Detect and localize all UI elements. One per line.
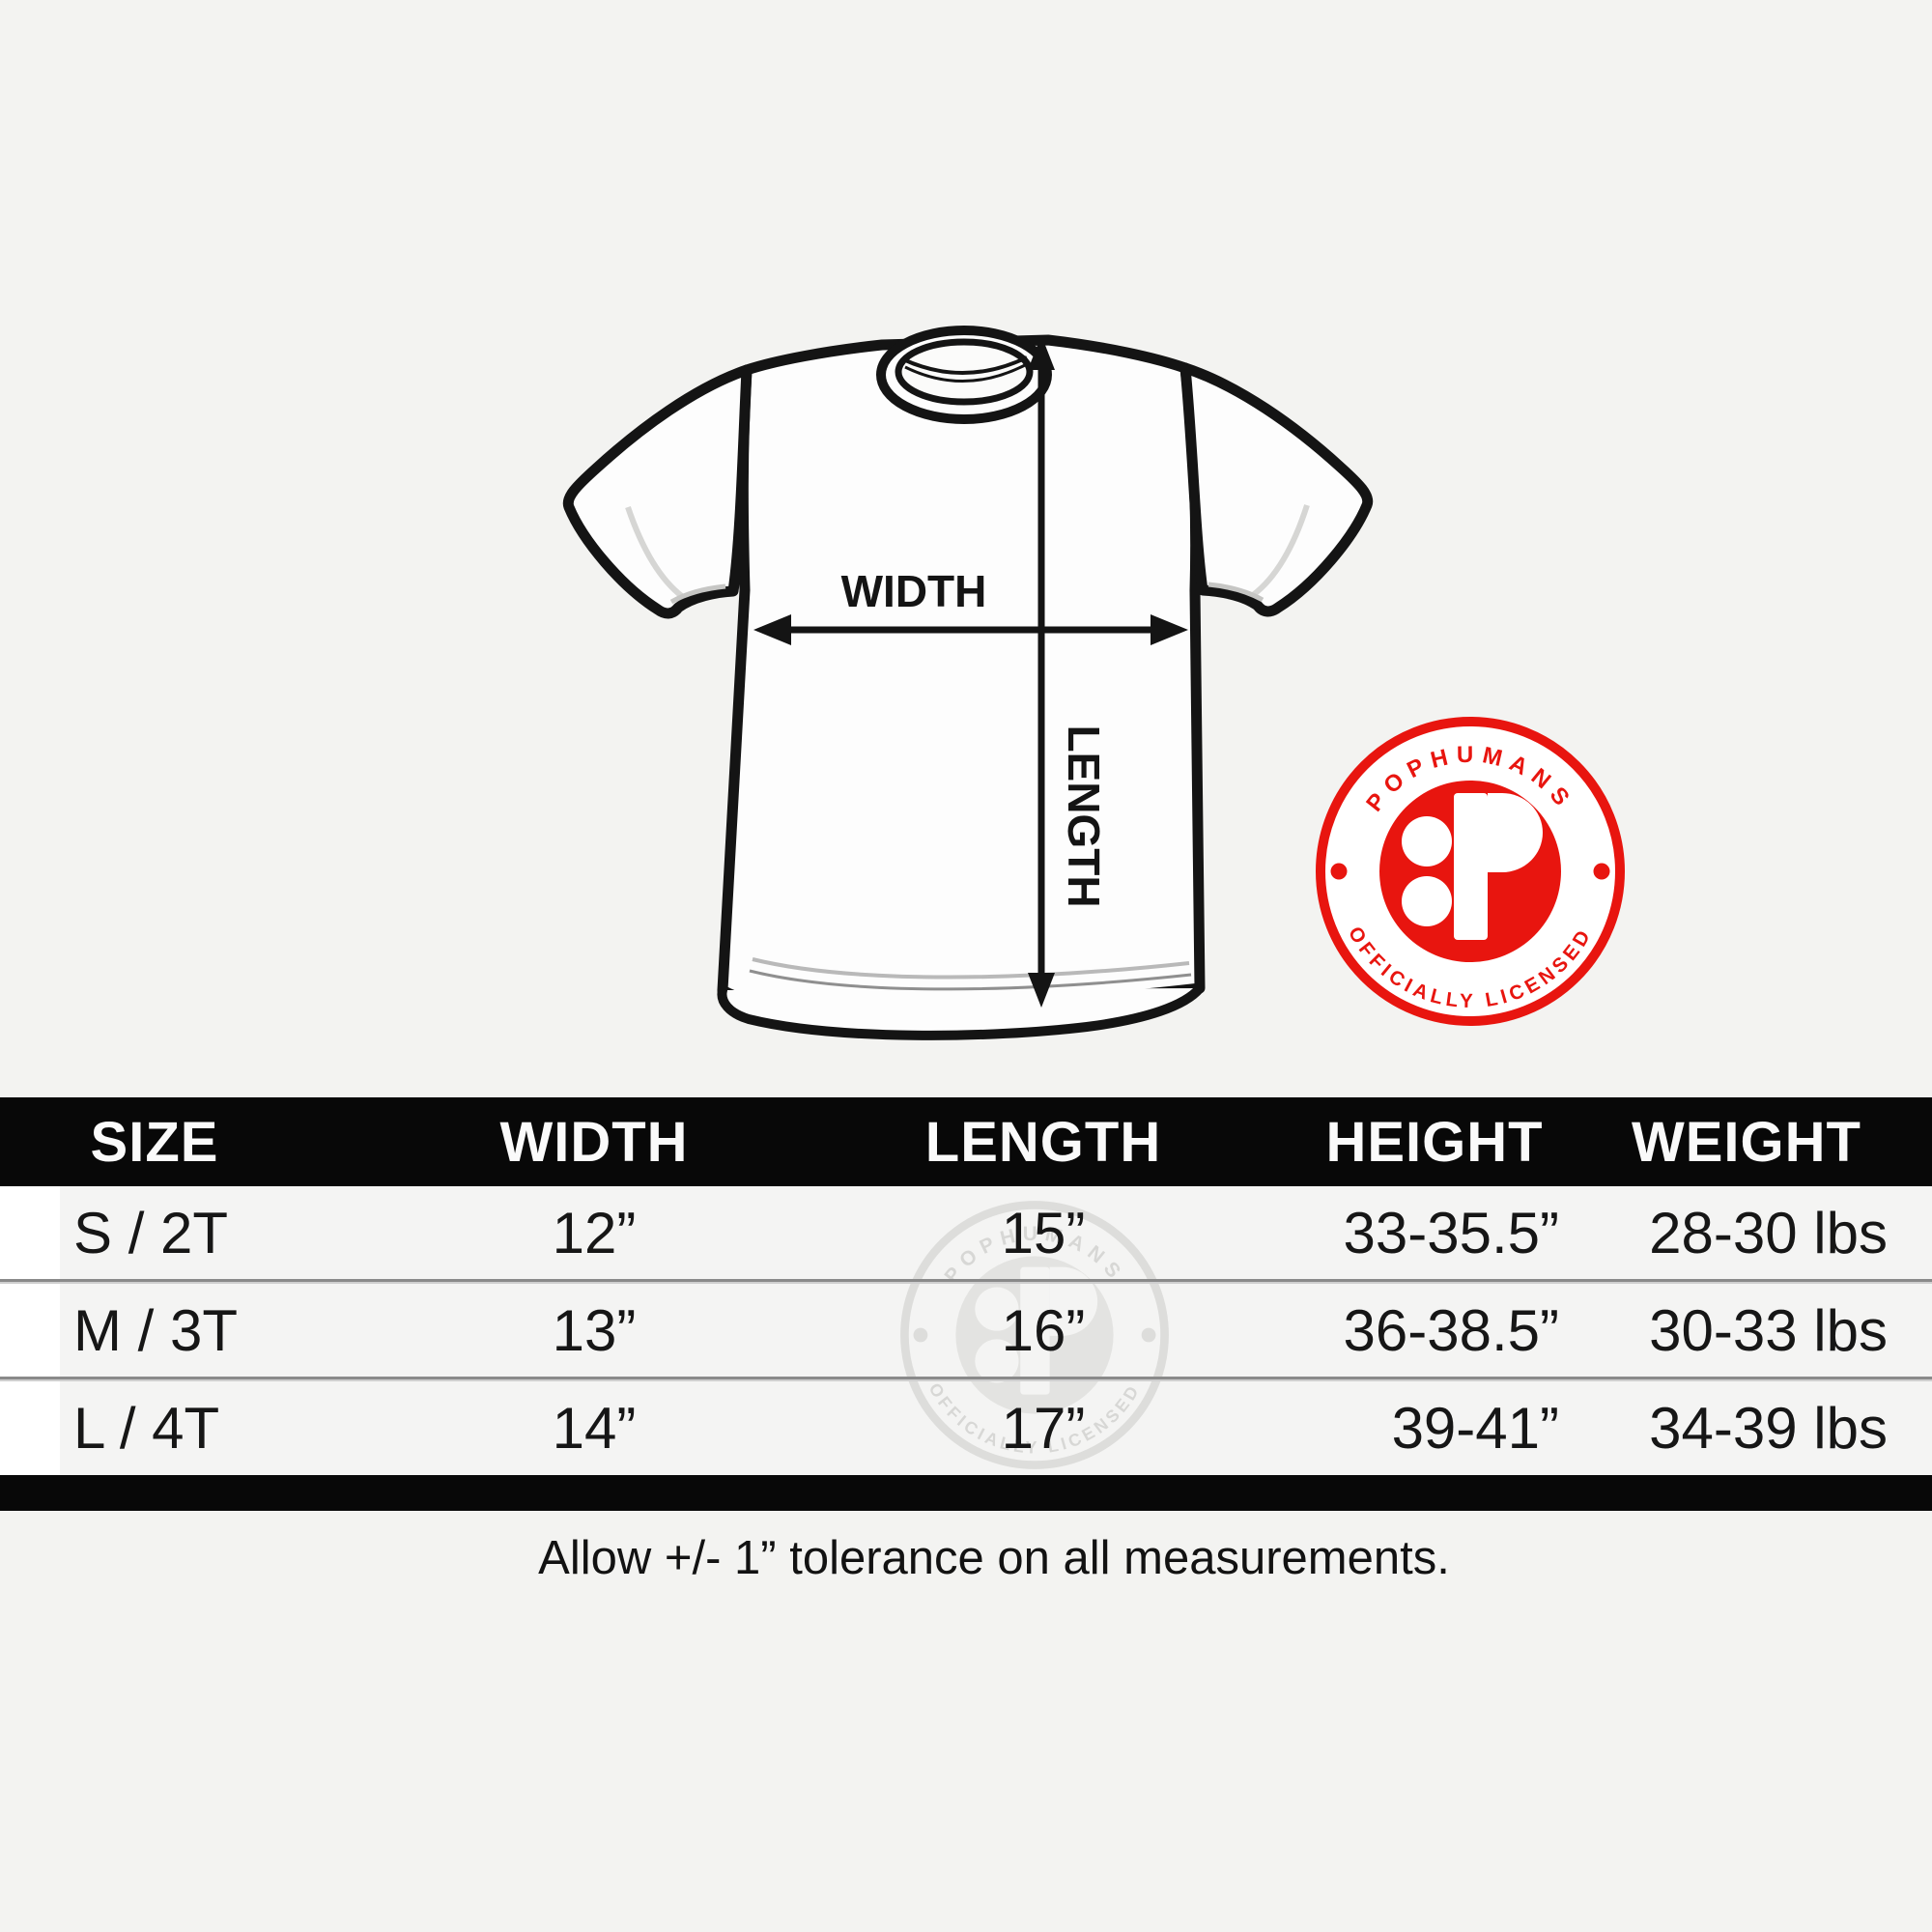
right-cuff-stitch [1208, 582, 1264, 603]
table-row-l4t: L / 4T 14” 17” 39-41” 34-39 lbs [0, 1381, 1932, 1475]
collar-seam-line-2 [904, 363, 1026, 383]
header-weight: WEIGHT [1632, 1110, 1861, 1174]
row-divider [0, 1377, 1932, 1381]
cell-height: 33-35.5” [1343, 1200, 1559, 1265]
length-measure-arrow [1028, 335, 1055, 1008]
cell-length: 16” [1001, 1297, 1086, 1363]
header-length: LENGTH [924, 1110, 1162, 1174]
table-row-m3t: M / 3T 13” 16” 36-38.5” 30-33 lbs [0, 1284, 1932, 1377]
tolerance-note: Allow +/- 1” tolerance on all measuremen… [538, 1532, 1450, 1584]
header-size: SIZE [90, 1110, 219, 1174]
tshirt-body [717, 334, 1206, 1018]
cell-size: M / 3T [73, 1297, 239, 1363]
tshirt-right-sleeve [1179, 362, 1374, 617]
hem-stitch-line-2 [749, 969, 1192, 991]
cell-weight: 34-39 lbs [1649, 1396, 1888, 1461]
table-bottom-bar [0, 1475, 1932, 1511]
size-table-header: SIZE WIDTH LENGTH HEIGHT WEIGHT [0, 1097, 1932, 1186]
width-label: WIDTH [841, 566, 987, 616]
cell-size: L / 4T [73, 1396, 220, 1461]
width-measure-arrow [753, 614, 1188, 645]
pophumans-badge: POPHUMANS OFFICIALLY LICENSED [1316, 717, 1625, 1026]
cell-length: 17” [1001, 1396, 1086, 1461]
cell-length: 15” [1001, 1200, 1086, 1265]
row-divider [0, 1279, 1932, 1284]
tshirt-left-sleeve [562, 364, 753, 619]
badge-dot-left [1330, 863, 1348, 880]
cell-width: 14” [552, 1396, 637, 1461]
cell-weight: 28-30 lbs [1649, 1200, 1888, 1265]
brand-monogram-icon [1402, 793, 1543, 940]
header-width: WIDTH [499, 1110, 689, 1174]
header-height: HEIGHT [1325, 1110, 1544, 1174]
collar-seam-line [902, 355, 1028, 375]
cell-size: S / 2T [73, 1200, 229, 1265]
left-edge-strip [0, 1186, 60, 1475]
right-sleeve-fold-shadow [1251, 504, 1310, 598]
cell-height: 36-38.5” [1343, 1297, 1559, 1363]
left-sleeve-fold-shadow [625, 506, 685, 600]
tshirt-diagram: WIDTH LENGTH [562, 326, 1374, 1040]
tshirt-hem-fold [717, 983, 1205, 1040]
cell-width: 13” [552, 1297, 637, 1363]
left-cuff-stitch [669, 583, 726, 605]
badge-dot-right [1593, 863, 1610, 880]
hem-stitch-line [752, 957, 1190, 980]
cell-weight: 30-33 lbs [1649, 1297, 1888, 1363]
cell-height: 39-41” [1391, 1396, 1559, 1461]
table-row-s2t: S / 2T 12” 15” 33-35.5” 28-30 lbs [0, 1186, 1932, 1279]
watermark-monogram-icon [975, 1266, 1098, 1395]
cell-width: 12” [552, 1200, 637, 1265]
size-table-body: POPHUMANS OFFICIALLY LICENSED S / 2T 12”… [0, 1186, 1932, 1475]
length-label: LENGTH [1059, 724, 1109, 907]
pophumans-watermark: POPHUMANS OFFICIALLY LICENSED [900, 1201, 1169, 1469]
